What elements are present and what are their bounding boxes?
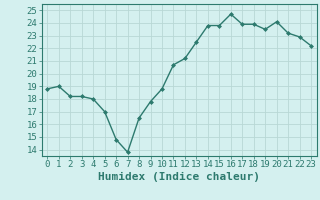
X-axis label: Humidex (Indice chaleur): Humidex (Indice chaleur) (98, 172, 260, 182)
